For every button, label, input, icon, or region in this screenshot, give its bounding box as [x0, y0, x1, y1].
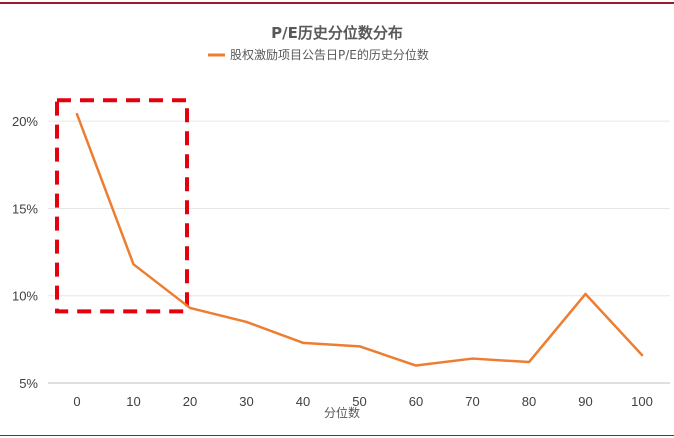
data-point — [584, 292, 587, 296]
highlight-region — [55, 98, 189, 314]
x-tick-label: 40 — [296, 394, 310, 409]
data-point — [471, 357, 474, 360]
data-point — [301, 341, 305, 345]
y-tick-label: 15% — [12, 201, 38, 216]
series-line — [75, 112, 644, 367]
data-point — [640, 353, 644, 357]
x-tick-label: 80 — [522, 394, 536, 409]
data-point — [414, 364, 418, 367]
data-point — [75, 113, 79, 116]
highlight-box — [55, 98, 189, 314]
x-axis-title: 分位数 — [324, 405, 360, 420]
top-rule — [0, 2, 674, 4]
data-point — [358, 345, 361, 348]
chart-title: P/E历史分位数分布 — [271, 24, 403, 42]
data-point — [527, 360, 531, 364]
y-tick-label: 10% — [12, 289, 38, 304]
x-tick-label: 10 — [126, 394, 140, 409]
legend-label: 股权激励项目公告日P/E的历史分位数 — [230, 47, 429, 62]
legend: 股权激励项目公告日P/E的历史分位数 — [208, 47, 429, 62]
x-tick-label: 30 — [239, 394, 253, 409]
data-point — [132, 263, 135, 266]
y-tick-label: 5% — [19, 376, 38, 391]
series-line-path — [75, 112, 644, 367]
x-tick-label: 70 — [465, 394, 479, 409]
data-point — [188, 306, 192, 310]
x-tick-label: 0 — [73, 394, 80, 409]
y-tick-label: 20% — [12, 114, 38, 129]
x-axis-ticks: 0 10 20 30 40 50 60 70 80 90 100 — [73, 394, 652, 409]
x-tick-label: 100 — [631, 394, 653, 409]
gridlines — [48, 120, 670, 297]
bottom-rule — [0, 435, 674, 436]
y-axis-ticks: 5% 10% 15% 20% — [12, 114, 38, 391]
x-tick-label: 50 — [352, 394, 366, 409]
x-tick-label: 60 — [409, 394, 423, 409]
x-tick-label: 20 — [183, 394, 197, 409]
x-tick-label: 90 — [578, 394, 592, 409]
data-point — [245, 320, 248, 324]
